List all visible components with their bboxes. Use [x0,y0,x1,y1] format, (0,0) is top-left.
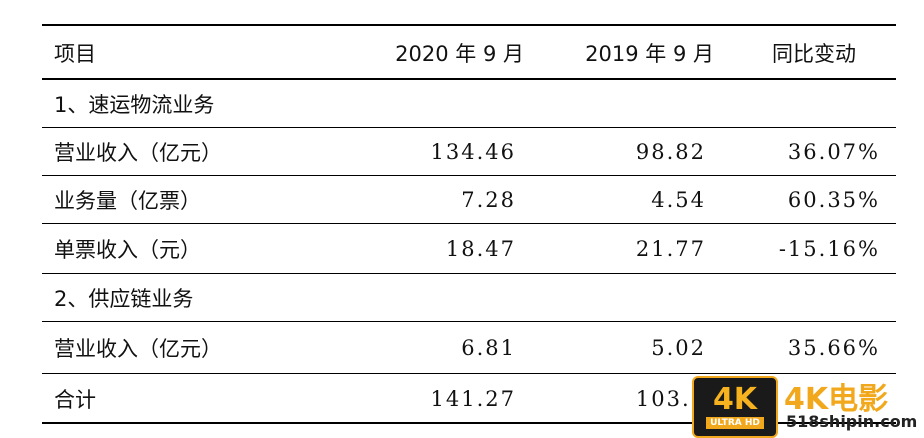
value-2020: 18.47 [445,237,516,261]
header-2020: 2020 年 9 月 [395,42,524,66]
section-row: 1、速运物流业务 [42,80,896,128]
value-change: 35.66% [787,336,880,360]
row-label: 业务量（亿票） [54,189,201,213]
value-change: 60.35% [787,188,880,212]
row-label: 单票收入（元） [54,238,201,262]
table-header-row: 项目 2020 年 9 月 2019 年 9 月 同比变动 [42,26,896,80]
section-title: 1、速运物流业务 [54,93,215,117]
value-2020: 6.81 [461,336,516,360]
row-rule [42,273,896,274]
total-label: 合计 [54,388,96,412]
table-bottom-rule [42,422,896,424]
value-change: -15.16% [778,237,880,261]
value-2020: 7.28 [461,188,516,212]
table-row: 业务量（亿票） 7.28 4.54 60.35% [42,176,896,224]
row-rule [42,321,896,322]
table-row: 营业收入（亿元） 6.81 5.02 35.66% [42,322,896,374]
watermark-title: 4K电影 [784,382,889,417]
row-rule [42,373,896,374]
header-item: 项目 [54,42,96,66]
row-rule [42,127,896,128]
header-2019: 2019 年 9 月 [585,42,714,66]
total-2020: 141.27 [430,387,516,411]
header-change: 同比变动 [772,42,856,66]
row-label: 营业收入（亿元） [54,141,222,165]
watermark-url: 518shipin.com [786,412,918,431]
watermark-logo: 4K ULTRA HD 4K电影 518shipin.com [690,372,924,438]
row-label: 营业收入（亿元） [54,337,222,361]
section-row: 2、供应链业务 [42,274,896,322]
value-2020: 134.46 [430,140,516,164]
value-2019: 4.54 [651,188,706,212]
table-row: 营业收入（亿元） 134.46 98.82 36.07% [42,128,896,176]
value-2019: 98.82 [635,140,706,164]
row-rule [42,175,896,176]
value-2019: 5.02 [651,336,706,360]
table-top-rule [42,24,896,26]
value-change: 36.07% [787,140,880,164]
4k-badge: 4K ULTRA HD [692,376,778,438]
badge-4k-text: 4K [712,382,758,417]
row-rule [42,223,896,224]
section-title: 2、供应链业务 [54,287,194,311]
header-rule [42,78,896,80]
badge-ultra-hd-text: ULTRA HD [706,417,764,429]
value-2019: 21.77 [635,237,706,261]
table-row: 单票收入（元） 18.47 21.77 -15.16% [42,224,896,274]
